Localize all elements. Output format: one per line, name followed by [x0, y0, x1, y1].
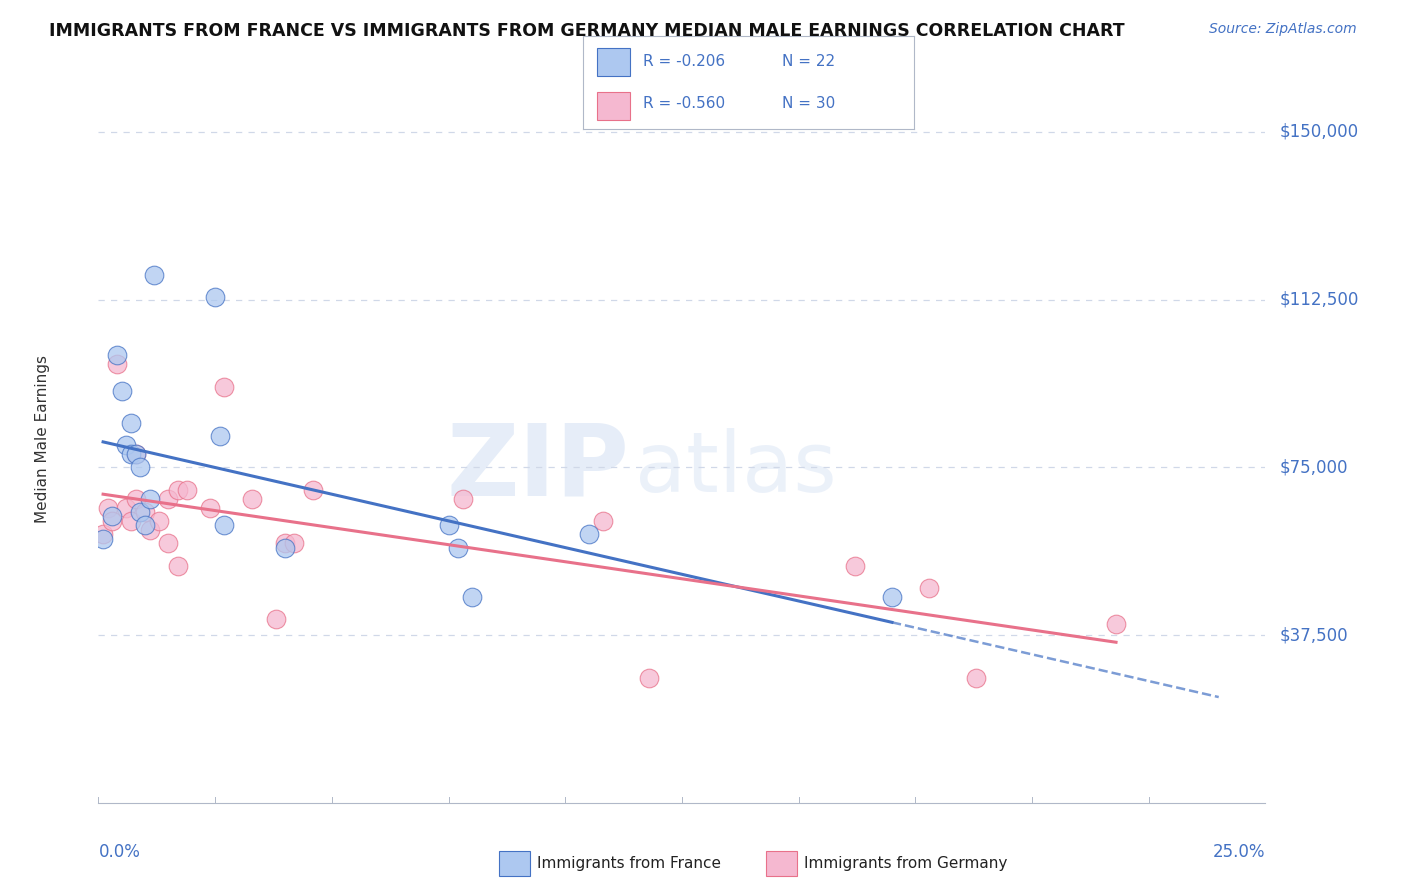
Point [105, 357, 128, 371]
Point [115, 438, 138, 452]
Point [437, 518, 460, 533]
Text: $37,500: $37,500 [1279, 626, 1348, 644]
Point [105, 348, 128, 362]
Text: N = 22: N = 22 [782, 54, 835, 69]
Point [125, 447, 148, 461]
Point [302, 483, 325, 497]
Point [844, 558, 866, 573]
Text: Source: ZipAtlas.com: Source: ZipAtlas.com [1209, 22, 1357, 37]
Point [157, 491, 180, 506]
Point [97, 500, 120, 515]
Text: N = 30: N = 30 [782, 96, 835, 112]
Point [91, 532, 114, 546]
Text: Immigrants from France: Immigrants from France [537, 856, 721, 871]
Point [208, 429, 231, 443]
Text: Median Male Earnings: Median Male Earnings [35, 355, 49, 524]
Point [166, 483, 188, 497]
Point [120, 514, 142, 528]
Text: $112,500: $112,500 [1279, 291, 1358, 309]
Bar [596, 92, 630, 120]
Point [125, 447, 148, 461]
Point [214, 380, 236, 394]
Text: R = -0.560: R = -0.560 [643, 96, 725, 112]
Point [166, 558, 188, 573]
Point [592, 514, 614, 528]
Point [129, 505, 152, 519]
Text: $150,000: $150,000 [1279, 123, 1358, 141]
Bar [596, 48, 630, 76]
Point [461, 590, 484, 604]
Text: IMMIGRANTS FROM FRANCE VS IMMIGRANTS FROM GERMANY MEDIAN MALE EARNINGS CORRELATI: IMMIGRANTS FROM FRANCE VS IMMIGRANTS FRO… [49, 22, 1125, 40]
Point [139, 523, 162, 537]
Point [134, 505, 156, 519]
Point [139, 491, 162, 506]
Point [120, 416, 142, 430]
Point [1105, 616, 1128, 631]
Point [148, 514, 170, 528]
Text: atlas: atlas [636, 428, 837, 509]
Point [283, 536, 305, 550]
Point [578, 527, 600, 541]
Point [638, 671, 661, 685]
Point [447, 541, 470, 555]
Point [91, 527, 114, 541]
Point [204, 290, 226, 304]
Point [111, 384, 134, 399]
Text: $75,000: $75,000 [1279, 458, 1348, 476]
Point [451, 491, 474, 506]
Point [143, 268, 166, 282]
Text: 0.0%: 0.0% [98, 843, 141, 861]
Point [274, 541, 297, 555]
Point [274, 536, 297, 550]
Point [120, 447, 142, 461]
Point [176, 483, 198, 497]
Point [965, 671, 987, 685]
Point [157, 536, 180, 550]
Point [134, 518, 156, 533]
Point [918, 581, 941, 595]
Text: R = -0.206: R = -0.206 [643, 54, 725, 69]
Point [880, 590, 903, 604]
Point [115, 500, 138, 515]
Point [242, 491, 264, 506]
Point [129, 460, 152, 475]
Text: ZIP: ZIP [447, 420, 630, 516]
Point [101, 514, 124, 528]
Point [125, 491, 148, 506]
Text: Immigrants from Germany: Immigrants from Germany [804, 856, 1008, 871]
Point [264, 612, 287, 626]
Point [214, 518, 236, 533]
Point [101, 509, 124, 524]
Text: 25.0%: 25.0% [1213, 843, 1265, 861]
Point [200, 500, 222, 515]
